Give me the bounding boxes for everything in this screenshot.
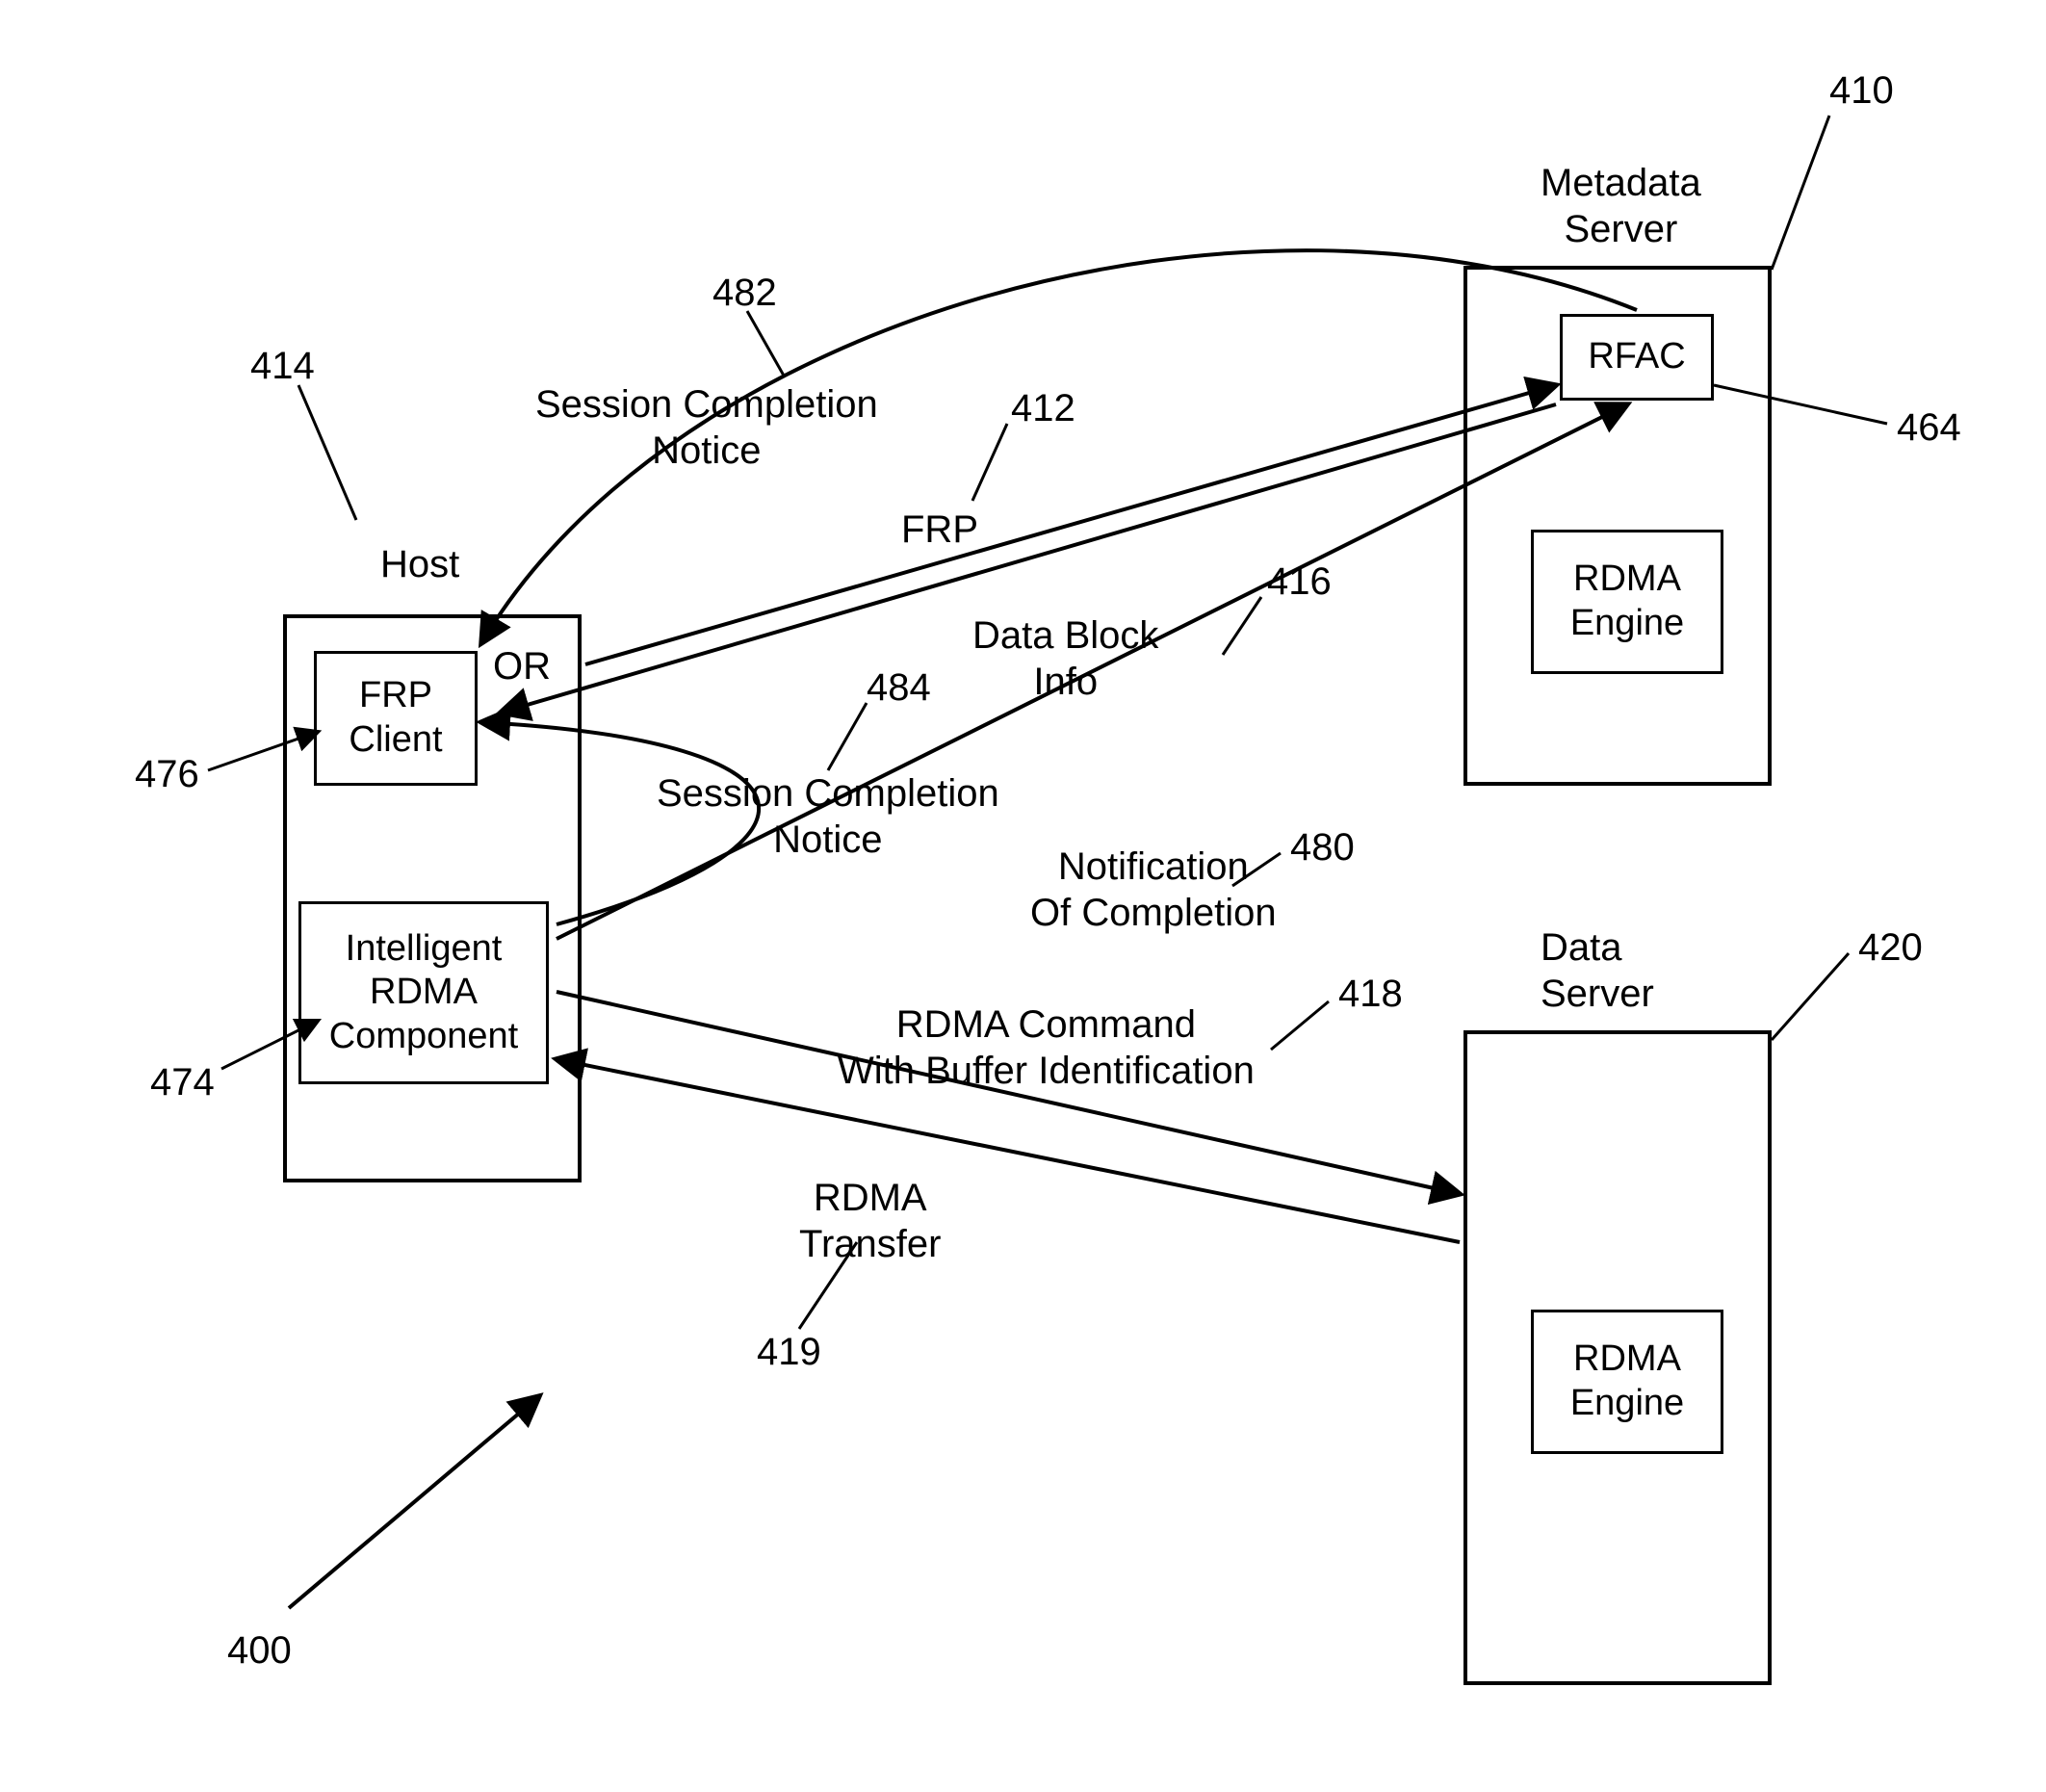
leader-420 (1772, 953, 1849, 1040)
rfac-label: RFAC (1588, 335, 1685, 379)
data-server-title: Data Server (1541, 924, 1654, 1017)
ref-474: 474 (150, 1059, 215, 1105)
frp-client-box: FRP Client (314, 651, 478, 786)
edge-label-rdma-command: RDMA Command With Buffer Identification (838, 1001, 1255, 1094)
edge-label-notification: Notification Of Completion (1030, 844, 1277, 936)
leader-418 (1271, 1001, 1329, 1050)
edge-label-frp: FRP (901, 506, 978, 553)
leader-482 (747, 311, 784, 376)
leader-412 (972, 424, 1007, 501)
intelligent-rdma-label: Intelligent RDMA Component (301, 927, 546, 1059)
ref-484: 484 (867, 664, 931, 711)
ref-419: 419 (757, 1329, 821, 1375)
leader-416 (1223, 597, 1261, 655)
edge-label-session-completion-a: Session Completion Notice (535, 381, 878, 474)
frp-client-label: FRP Client (317, 674, 475, 762)
leader-414 (298, 385, 356, 520)
edge-label-data-block-info: Data Block Info (972, 612, 1158, 705)
diagram-canvas: FRP Client Intelligent RDMA Component OR… (0, 0, 2046, 1792)
ref-476: 476 (135, 751, 199, 797)
rfac-box: RFAC (1560, 314, 1714, 401)
edge-label-rdma-transfer: RDMA Transfer (799, 1175, 941, 1267)
ref-420: 420 (1858, 924, 1923, 971)
ref-418: 418 (1338, 971, 1403, 1017)
or-label: OR (493, 643, 551, 689)
ref-410: 410 (1829, 67, 1894, 114)
leader-410 (1772, 116, 1829, 270)
host-title: Host (380, 541, 459, 587)
ref-464: 464 (1897, 404, 1961, 451)
ref-480: 480 (1290, 824, 1355, 870)
leader-484 (828, 703, 867, 770)
metadata-server-title: Metadata Server (1541, 160, 1701, 252)
intelligent-rdma-box: Intelligent RDMA Component (298, 901, 549, 1084)
metadata-rdma-engine-label: RDMA Engine (1534, 558, 1721, 645)
metadata-rdma-engine-box: RDMA Engine (1531, 530, 1723, 674)
ref-416: 416 (1267, 558, 1332, 605)
data-rdma-engine-label: RDMA Engine (1534, 1338, 1721, 1425)
edge-label-session-completion-b: Session Completion Notice (657, 770, 999, 863)
ref-412: 412 (1011, 385, 1075, 431)
leader-400 (289, 1396, 539, 1608)
ref-414: 414 (250, 343, 315, 389)
ref-482: 482 (712, 270, 777, 316)
data-rdma-engine-box: RDMA Engine (1531, 1310, 1723, 1454)
ref-400: 400 (227, 1627, 292, 1674)
